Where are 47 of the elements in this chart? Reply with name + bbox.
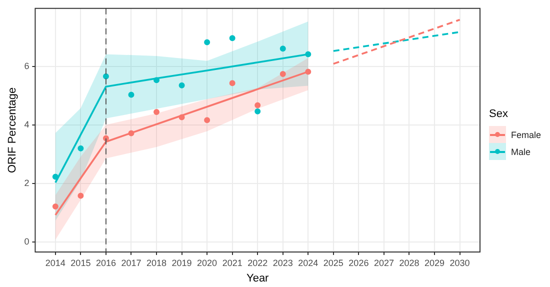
x-tick-label: 2015 [70,258,91,268]
x-tick-label: 2025 [323,258,344,268]
point [305,68,312,75]
y-tick-label: 0 [24,236,30,246]
point [229,80,236,86]
point [78,192,84,199]
legend-label: Male [511,146,531,156]
point [102,73,109,80]
x-tick-label: 2016 [96,258,116,268]
point [128,92,134,98]
point [154,77,160,84]
x-tick-label: 2023 [272,258,293,268]
x-tick-label: 2030 [450,258,470,268]
x-tick-label: 2020 [197,258,218,268]
y-tick-label: 4 [24,120,30,130]
point [154,108,160,115]
point [254,102,261,108]
point [305,51,312,58]
point [178,114,185,120]
y-axis-title: ORIF Percentage [6,87,19,173]
x-axis-title: Year [246,272,270,284]
point [204,117,210,124]
x-tick-label: 2017 [121,258,142,268]
x-tick-label: 2014 [45,258,66,268]
x-tick-label: 2019 [172,258,192,268]
point [52,174,58,180]
y-tick-label: 6 [24,61,30,72]
x-tick-label: 2018 [146,258,167,268]
point [204,39,210,46]
y-tick-label: 2 [24,178,30,188]
point [229,35,236,42]
x-tick-label: 2022 [248,258,268,268]
point [254,108,261,114]
x-tick-label: 2028 [399,258,420,268]
legend-label: Female [511,130,542,140]
x-tick-label: 2021 [222,258,242,268]
point [280,71,286,78]
legend-title: Sex [489,108,509,120]
x-tick-label: 2024 [298,258,318,268]
point [128,130,134,136]
point [78,145,84,152]
point [178,82,185,88]
point [280,46,286,52]
point [52,203,58,210]
x-tick-label: 2029 [424,258,445,268]
x-tick-label: 2027 [374,258,394,268]
x-tick-label: 2026 [348,258,369,268]
